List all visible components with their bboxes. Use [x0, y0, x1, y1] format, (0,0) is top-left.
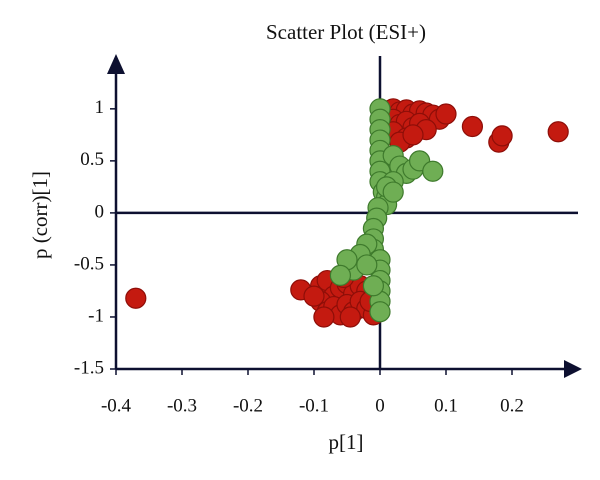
point	[356, 254, 378, 276]
point	[125, 287, 147, 309]
plot-area: -0.4 -0.3 -0.2 -0.1 0 0.1 0.2 -1.5 -1 -0.5 0 0.5 1	[74, 54, 582, 416]
x-tick-label: -0.3	[167, 395, 197, 416]
x-tick-label: -0.2	[233, 395, 263, 416]
y-tick-label: -1	[88, 305, 104, 326]
y-axis-arrow	[107, 54, 125, 74]
chart-title: Scatter Plot (ESI+)	[266, 20, 426, 44]
x-axis-label: p[1]	[329, 430, 364, 454]
point	[422, 160, 444, 182]
x-tick-label: -0.1	[299, 395, 329, 416]
x-tick-label: 0.2	[500, 395, 524, 416]
x-axis-arrow	[564, 360, 582, 378]
y-axis-label: p (corr)[1]	[28, 171, 52, 259]
y-tick-label: 0	[95, 201, 105, 222]
point	[369, 301, 391, 323]
x-tick-label: -0.4	[101, 395, 132, 416]
point	[491, 125, 513, 147]
y-tick-label: 0.5	[80, 149, 104, 170]
point	[313, 306, 335, 328]
point	[339, 306, 361, 328]
point	[362, 275, 384, 297]
y-tick-label: -0.5	[74, 253, 104, 274]
point	[382, 181, 404, 203]
point	[547, 121, 569, 143]
x-tick-label: 0.1	[434, 395, 458, 416]
y-tick-label: -1.5	[74, 357, 104, 378]
point	[402, 124, 424, 146]
point	[461, 115, 483, 138]
point	[303, 285, 325, 307]
point	[329, 264, 351, 286]
point	[435, 103, 457, 125]
y-tick-label: 1	[95, 97, 105, 118]
x-tick-label: 0	[375, 395, 385, 416]
